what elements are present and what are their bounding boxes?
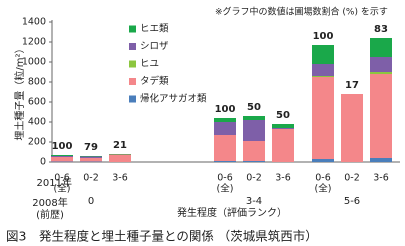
x-tick-label: 0-2 (344, 173, 360, 184)
x-tick-label: 0-6 (217, 173, 233, 184)
row-label: 2011年 (37, 176, 72, 189)
y-tick-label: 800 (28, 77, 46, 88)
bar-segment (214, 118, 236, 122)
annotation: 21 (113, 140, 127, 151)
bar-segment (109, 154, 131, 155)
legend-label: ヒユ (140, 59, 159, 70)
annotation: 83 (374, 24, 388, 35)
bar-segment (51, 155, 73, 156)
y-tick-label: 400 (28, 117, 46, 128)
bar-segment (312, 76, 334, 77)
annotation: 100 (215, 104, 236, 115)
bar-segment (370, 57, 392, 72)
x-tick-label: 0-6 (315, 173, 331, 184)
bar-segment (312, 77, 334, 159)
bar-segment (312, 45, 334, 64)
legend-label: シロザ (140, 41, 169, 52)
x-tick-label: 3-6 (275, 173, 291, 184)
legend-label: 帰化アサガオ類 (140, 93, 207, 105)
bar-segment (80, 161, 102, 162)
y-tick-label: 1200 (22, 37, 46, 48)
row-label: (前歴) (36, 208, 64, 221)
y-tick-label: 0 (40, 157, 46, 168)
legend-swatch (129, 95, 136, 103)
bar-segment (370, 72, 392, 74)
annotation: 50 (247, 102, 261, 113)
legend-swatch (129, 60, 136, 68)
bar-segment (272, 124, 294, 128)
x-tick-sublabel: (全) (315, 183, 332, 195)
bar-segment (51, 156, 73, 157)
y-tick-label: 600 (28, 97, 46, 108)
legend-swatch (129, 25, 136, 33)
bar-segment (80, 156, 102, 157)
y-tick-label: 200 (28, 137, 46, 148)
caption: 図3 発生程度と埋土種子量との関係 （茨城県筑西市） (6, 229, 318, 244)
bar-segment (243, 161, 265, 162)
y-tick-label: 1400 (22, 17, 46, 28)
annotation: 17 (345, 80, 359, 91)
bar-segment (312, 64, 334, 76)
annotation: 100 (52, 141, 73, 152)
bar-segment (51, 161, 73, 162)
group-label: 3-4 (246, 196, 262, 207)
bar-segment (312, 159, 334, 162)
legend-label: タデ類 (140, 75, 169, 87)
row-label: 2008年 (32, 196, 67, 209)
bar-segment (214, 122, 236, 135)
group-label: 5-6 (344, 196, 360, 207)
bar-segment (80, 158, 102, 162)
bar-segment (214, 135, 236, 161)
legend-label: ヒエ類 (140, 24, 169, 35)
note: ※グラフ中の数値は圃場数割合 (%) を示す (215, 6, 388, 18)
x-tick-label: 0-2 (83, 173, 99, 184)
group-label: 0 (88, 196, 94, 207)
annotation: 100 (313, 31, 334, 42)
bar-segment (341, 94, 363, 162)
bar-segment (109, 154, 131, 162)
group-axis-title: 発生程度（評価ランク） (177, 206, 287, 219)
y-tick-label: 1000 (22, 57, 46, 68)
legend-swatch (129, 43, 136, 50)
legend-swatch (129, 78, 136, 85)
x-tick-label: 0-6 (54, 173, 70, 184)
x-tick-sublabel: (全) (54, 183, 71, 195)
bar-segment (370, 74, 392, 158)
bar-segment (272, 128, 294, 129)
bar-segment (243, 141, 265, 161)
bar-segment (214, 161, 236, 162)
bar-segment (243, 116, 265, 120)
annotation: 50 (276, 110, 290, 121)
bar-segment (80, 156, 102, 158)
x-tick-label: 3-6 (373, 173, 389, 184)
bar-segment (243, 120, 265, 141)
bar-segment (370, 38, 392, 57)
x-tick-label: 0-2 (246, 173, 262, 184)
y-axis-title: 埋土種子量（粒/m²） (13, 43, 26, 140)
annotation: 79 (84, 142, 98, 153)
x-tick-label: 3-6 (112, 173, 128, 184)
bar-segment (51, 157, 73, 162)
bar-segment (370, 158, 392, 162)
bar-segment (272, 129, 294, 162)
x-tick-sublabel: (全) (217, 183, 234, 195)
